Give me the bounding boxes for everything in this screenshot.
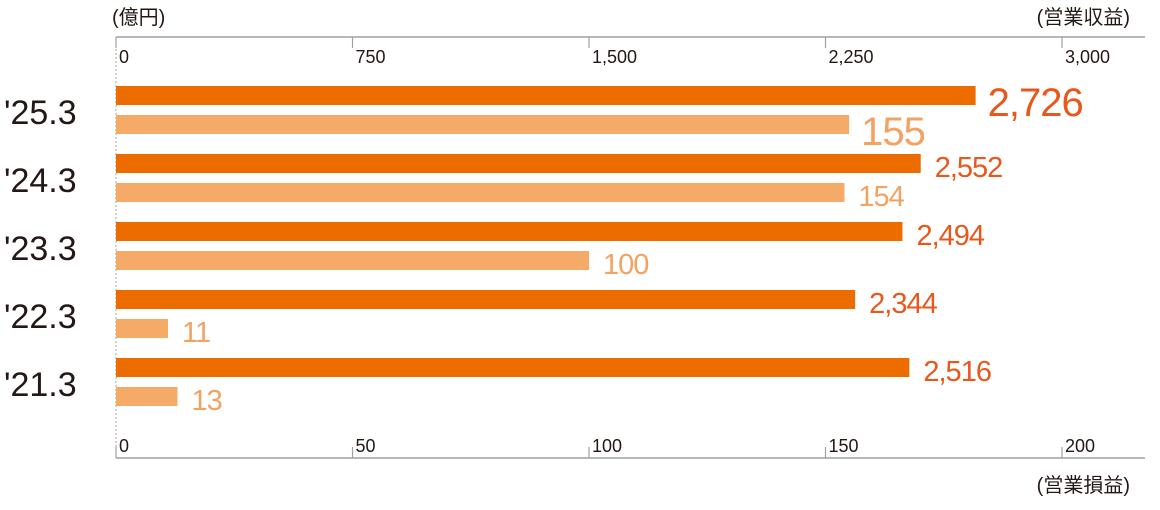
bottom-axis-tick-label: 200 — [1065, 436, 1095, 456]
revenue-bar — [116, 358, 910, 377]
top-axis-tick-label: 0 — [119, 47, 129, 67]
top-axis-tick-label: 2,250 — [829, 47, 874, 67]
top-axis-tick-label: 3,000 — [1065, 47, 1110, 67]
revenue-value-label: 2,344 — [869, 288, 937, 320]
profit-bar — [116, 115, 850, 134]
bottom-axis-tick-label: 150 — [829, 436, 859, 456]
unit-label: (億円) — [112, 6, 165, 29]
profit-value-label: 13 — [191, 385, 221, 417]
category-label: '22.3 — [4, 298, 77, 336]
category-label: '25.3 — [4, 94, 77, 132]
bottom-axis-title: (営業損益) — [1037, 474, 1130, 497]
top-axis-tick-label: 750 — [356, 47, 386, 67]
bottom-axis-tick-label: 100 — [592, 436, 622, 456]
revenue-value-label: 2,726 — [988, 81, 1083, 125]
profit-bar — [116, 251, 589, 270]
revenue-bar — [116, 154, 921, 173]
category-label: '24.3 — [4, 162, 77, 200]
profit-value-label: 155 — [861, 110, 925, 154]
profit-value-label: 100 — [603, 249, 648, 281]
revenue-value-label: 2,494 — [916, 220, 984, 252]
category-label: '21.3 — [4, 366, 77, 404]
revenue-bar — [116, 290, 856, 309]
profit-bar — [116, 183, 845, 202]
profit-bar — [116, 319, 169, 338]
top-axis-title: (営業収益) — [1037, 6, 1130, 29]
bottom-axis-tick-label: 50 — [356, 436, 376, 456]
profit-value-label: 11 — [182, 317, 210, 349]
category-label: '23.3 — [4, 230, 77, 268]
revenue-bar — [116, 86, 976, 105]
top-axis-tick-label: 1,500 — [592, 47, 637, 67]
profit-value-label: 154 — [858, 181, 904, 213]
revenue-bar — [116, 222, 903, 241]
revenue-value-label: 2,552 — [935, 152, 1003, 184]
profit-bar — [116, 387, 178, 406]
revenue-value-label: 2,516 — [923, 356, 991, 388]
bottom-axis-tick-label: 0 — [119, 436, 129, 456]
